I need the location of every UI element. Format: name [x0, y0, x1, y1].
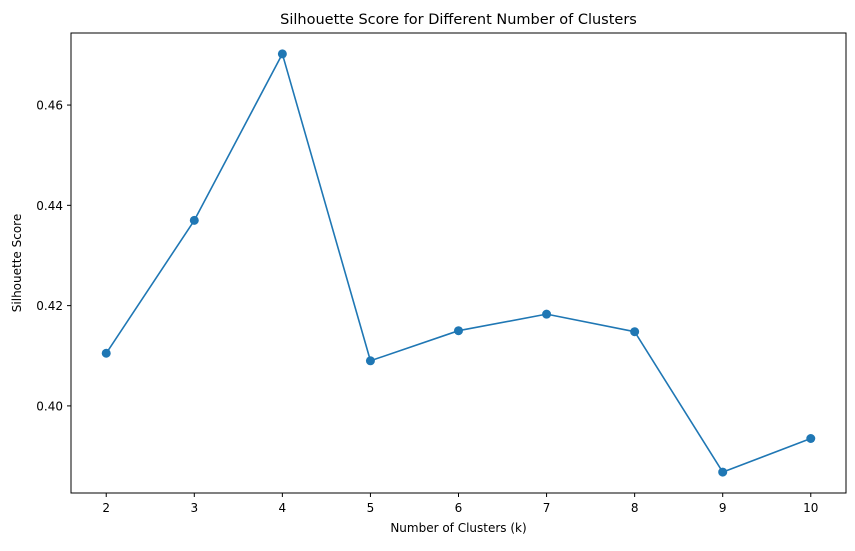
chart-title: Silhouette Score for Different Number of…: [280, 12, 637, 28]
x-tick-label: 3: [190, 501, 198, 515]
y-tick-label: 0.40: [36, 399, 63, 413]
x-tick-label: 5: [367, 501, 375, 515]
y-axis-label: Silhouette Score: [10, 214, 24, 312]
x-tick-label: 9: [719, 501, 727, 515]
data-point: [365, 356, 375, 366]
data-point: [806, 433, 816, 443]
data-point: [630, 327, 640, 337]
data-point: [454, 326, 463, 336]
y-tick-label: 0.44: [36, 199, 63, 213]
series-layer: [101, 49, 816, 477]
data-point: [101, 348, 111, 358]
y-axis-ticks: 0.40 0.42 0.44 0.46: [36, 99, 71, 413]
x-tick-label: 7: [543, 501, 551, 515]
data-point: [189, 215, 199, 225]
plot-area-frame: [70, 32, 847, 494]
x-axis-label: Number of Clusters (k): [390, 521, 526, 535]
y-tick-label: 0.42: [36, 299, 63, 313]
data-point: [277, 49, 287, 59]
x-tick-label: 8: [631, 501, 639, 515]
x-tick-label: 2: [102, 501, 110, 515]
y-tick-label: 0.46: [36, 99, 63, 113]
x-tick-label: 10: [803, 501, 818, 515]
data-point: [542, 309, 552, 319]
x-axis-ticks: 2 3 4 5 6 7 8 9 10: [102, 493, 818, 515]
data-point: [718, 467, 728, 477]
x-tick-label: 4: [279, 501, 287, 515]
x-tick-label: 6: [455, 501, 463, 515]
